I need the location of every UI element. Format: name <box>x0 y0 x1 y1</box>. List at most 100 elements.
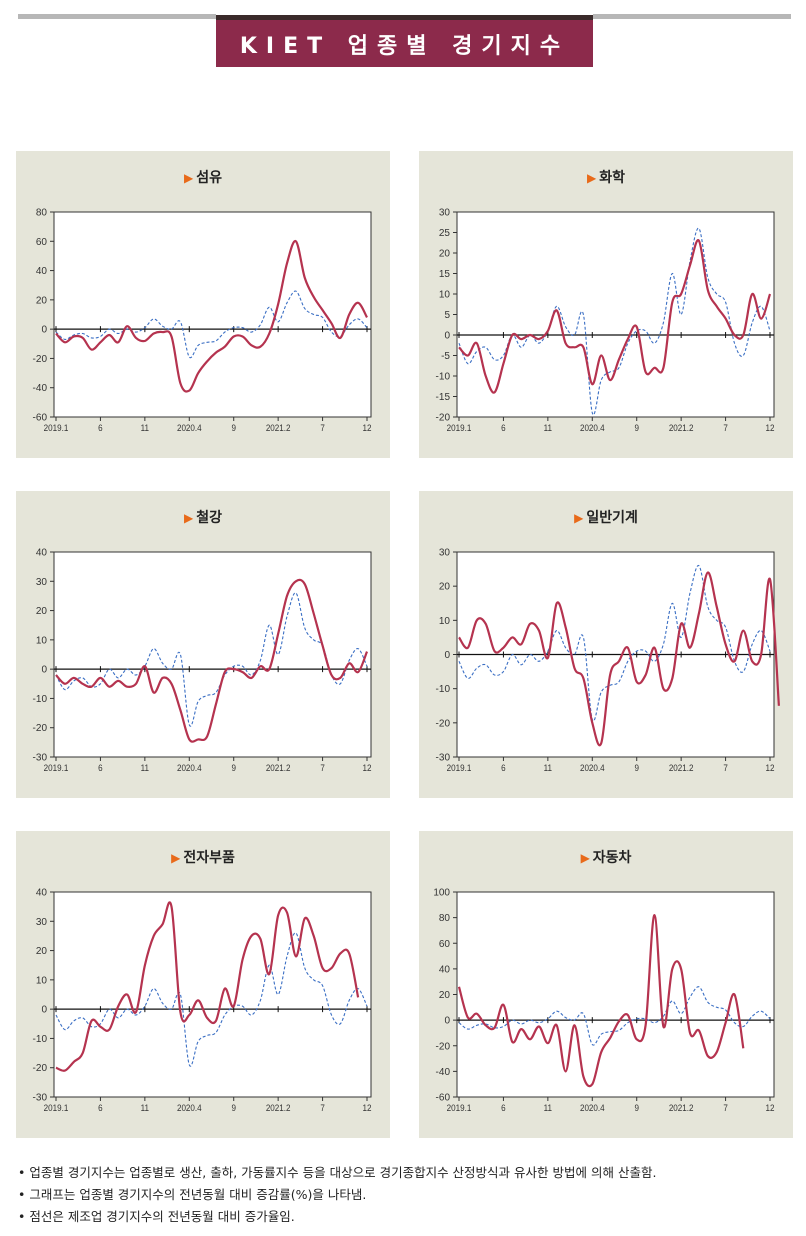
y-tick-label: 0 <box>444 331 450 342</box>
header-rule-left <box>18 14 216 19</box>
y-tick-label: -30 <box>33 1093 48 1104</box>
y-tick-label: -40 <box>436 1067 451 1078</box>
x-tick-label: 2020.4 <box>177 762 202 773</box>
y-tick-label: 40 <box>439 964 451 975</box>
y-tick-label: 30 <box>439 548 451 559</box>
y-tick-label: 0 <box>444 1016 450 1027</box>
page-title: KIET 업종별 경기지수 <box>216 15 593 67</box>
x-tick-label: 7 <box>723 422 728 433</box>
arrow-right-icon: ▶ <box>587 171 597 185</box>
industry-series-line <box>55 578 369 743</box>
y-tick-label: -20 <box>33 1063 48 1074</box>
y-tick-label: -10 <box>33 1034 48 1045</box>
arrow-right-icon: ▶ <box>171 851 181 865</box>
x-tick-label: 2019.1 <box>44 422 69 433</box>
chart-title: 화학 <box>599 170 625 186</box>
x-tick-label: 2021.2 <box>669 762 694 773</box>
x-tick-label: 2021.2 <box>266 762 291 773</box>
x-tick-label: 2021.2 <box>266 422 291 433</box>
arrow-right-icon: ▶ <box>184 171 194 185</box>
y-tick-label: 0 <box>41 1005 47 1016</box>
chart-panel-chemical: ▶ 화학 30 25 20 15 10 5 0 -5 -10 -15 -20 2019.1 6 11 2020… <box>419 151 793 458</box>
x-tick-label: 12 <box>363 762 372 773</box>
y-tick-label: 25 <box>439 228 451 239</box>
x-tick-label: 7 <box>320 762 325 773</box>
chart-title: 섬유 <box>196 170 222 186</box>
arrow-right-icon: ▶ <box>184 511 194 525</box>
y-tick-label: 0 <box>41 325 47 336</box>
y-tick-label: -20 <box>436 1041 451 1052</box>
y-tick-label: -20 <box>436 718 451 729</box>
y-tick-label: 20 <box>36 606 48 617</box>
x-tick-label: 11 <box>544 422 552 433</box>
x-tick-label: 11 <box>544 1102 552 1113</box>
y-tick-label: -5 <box>441 351 450 362</box>
x-tick-label: 2020.4 <box>177 1102 202 1113</box>
manufacturing-series-line <box>55 290 368 359</box>
manufacturing-series-line <box>55 592 368 727</box>
x-tick-label: 2019.1 <box>447 1102 472 1113</box>
arrow-right-icon: ▶ <box>580 851 590 865</box>
y-tick-label: 40 <box>36 888 48 899</box>
x-tick-label: 9 <box>634 762 639 773</box>
footnote: • 점선은 제조업 경기지수의 전년동월 대비 증가율임. <box>18 1209 295 1224</box>
y-tick-label: 40 <box>36 266 48 277</box>
x-tick-label: 11 <box>544 762 552 773</box>
x-tick-label: 2020.4 <box>580 422 605 433</box>
x-tick-label: 12 <box>363 1102 372 1113</box>
y-tick-label: 15 <box>439 269 451 280</box>
y-tick-label: 10 <box>36 635 48 646</box>
y-tick-label: 20 <box>439 249 451 260</box>
plot-area <box>53 211 372 418</box>
y-tick-label: 30 <box>36 917 48 928</box>
x-tick-label: 9 <box>634 422 639 433</box>
header-rule-right <box>593 14 791 19</box>
x-tick-label: 9 <box>231 762 236 773</box>
y-tick-label: -30 <box>436 753 451 764</box>
x-tick-label: 6 <box>501 762 506 773</box>
x-tick-label: 2019.1 <box>447 762 472 773</box>
footnote: • 그래프는 업종별 경기지수의 전년동월 대비 증감률(%)을 나타냄. <box>18 1187 367 1202</box>
chart-panel-machinery: ▶ 일반기계 30 20 10 0 -10 -20 -30 2019.1 6 11 2020.4 9 20… <box>419 491 793 798</box>
footnote: • 업종별 경기지수는 업종별로 생산, 출하, 가동률지수 등을 대상으로 경… <box>18 1165 657 1180</box>
x-tick-label: 9 <box>231 422 236 433</box>
industry-series-line <box>55 239 368 393</box>
chart-panel-textile: ▶ 섬유 80 60 40 20 0 -20 -40 -60 2019.1 6 11 2020.4 9 20… <box>16 151 390 458</box>
x-tick-label: 12 <box>766 422 775 433</box>
chart-title: 전자부품 <box>183 850 235 866</box>
x-tick-label: 2019.1 <box>447 422 472 433</box>
x-tick-label: 11 <box>141 422 149 433</box>
x-tick-label: 11 <box>141 762 149 773</box>
footnotes: • 업종별 경기지수는 업종별로 생산, 출하, 가동률지수 등을 대상으로 경… <box>18 1162 656 1228</box>
x-tick-label: 6 <box>98 422 103 433</box>
chart-panel-steel: ▶ 철강 40 30 20 10 0 -10 -20 -30 2019.1 6 11 2020.4 9 20… <box>16 491 390 798</box>
manufacturing-series-line <box>458 986 771 1046</box>
x-tick-label: 2019.1 <box>44 762 69 773</box>
plot-area <box>456 891 775 1098</box>
y-tick-label: 80 <box>36 208 48 219</box>
x-tick-label: 2021.2 <box>669 422 694 433</box>
x-tick-label: 7 <box>320 422 325 433</box>
plot-area <box>53 891 372 1098</box>
arrow-right-icon: ▶ <box>574 511 584 525</box>
y-tick-label: 40 <box>36 548 48 559</box>
x-tick-label: 2019.1 <box>44 1102 69 1113</box>
y-tick-label: 0 <box>444 650 450 661</box>
chart-panel-automobile: ▶ 자동차 100 80 60 40 20 0 -20 -40 -60 2019.1 6 11 2020.… <box>419 831 793 1138</box>
y-tick-label: -20 <box>33 354 48 365</box>
x-tick-label: 7 <box>723 762 728 773</box>
manufacturing-series-line <box>55 932 368 1067</box>
y-tick-label: -30 <box>33 753 48 764</box>
x-tick-label: 7 <box>320 1102 325 1113</box>
y-tick-label: 0 <box>41 665 47 676</box>
y-tick-label: 20 <box>36 946 48 957</box>
y-tick-label: 20 <box>439 990 451 1001</box>
x-tick-label: 7 <box>723 1102 728 1113</box>
x-tick-label: 11 <box>141 1102 149 1113</box>
y-tick-label: 80 <box>439 913 451 924</box>
